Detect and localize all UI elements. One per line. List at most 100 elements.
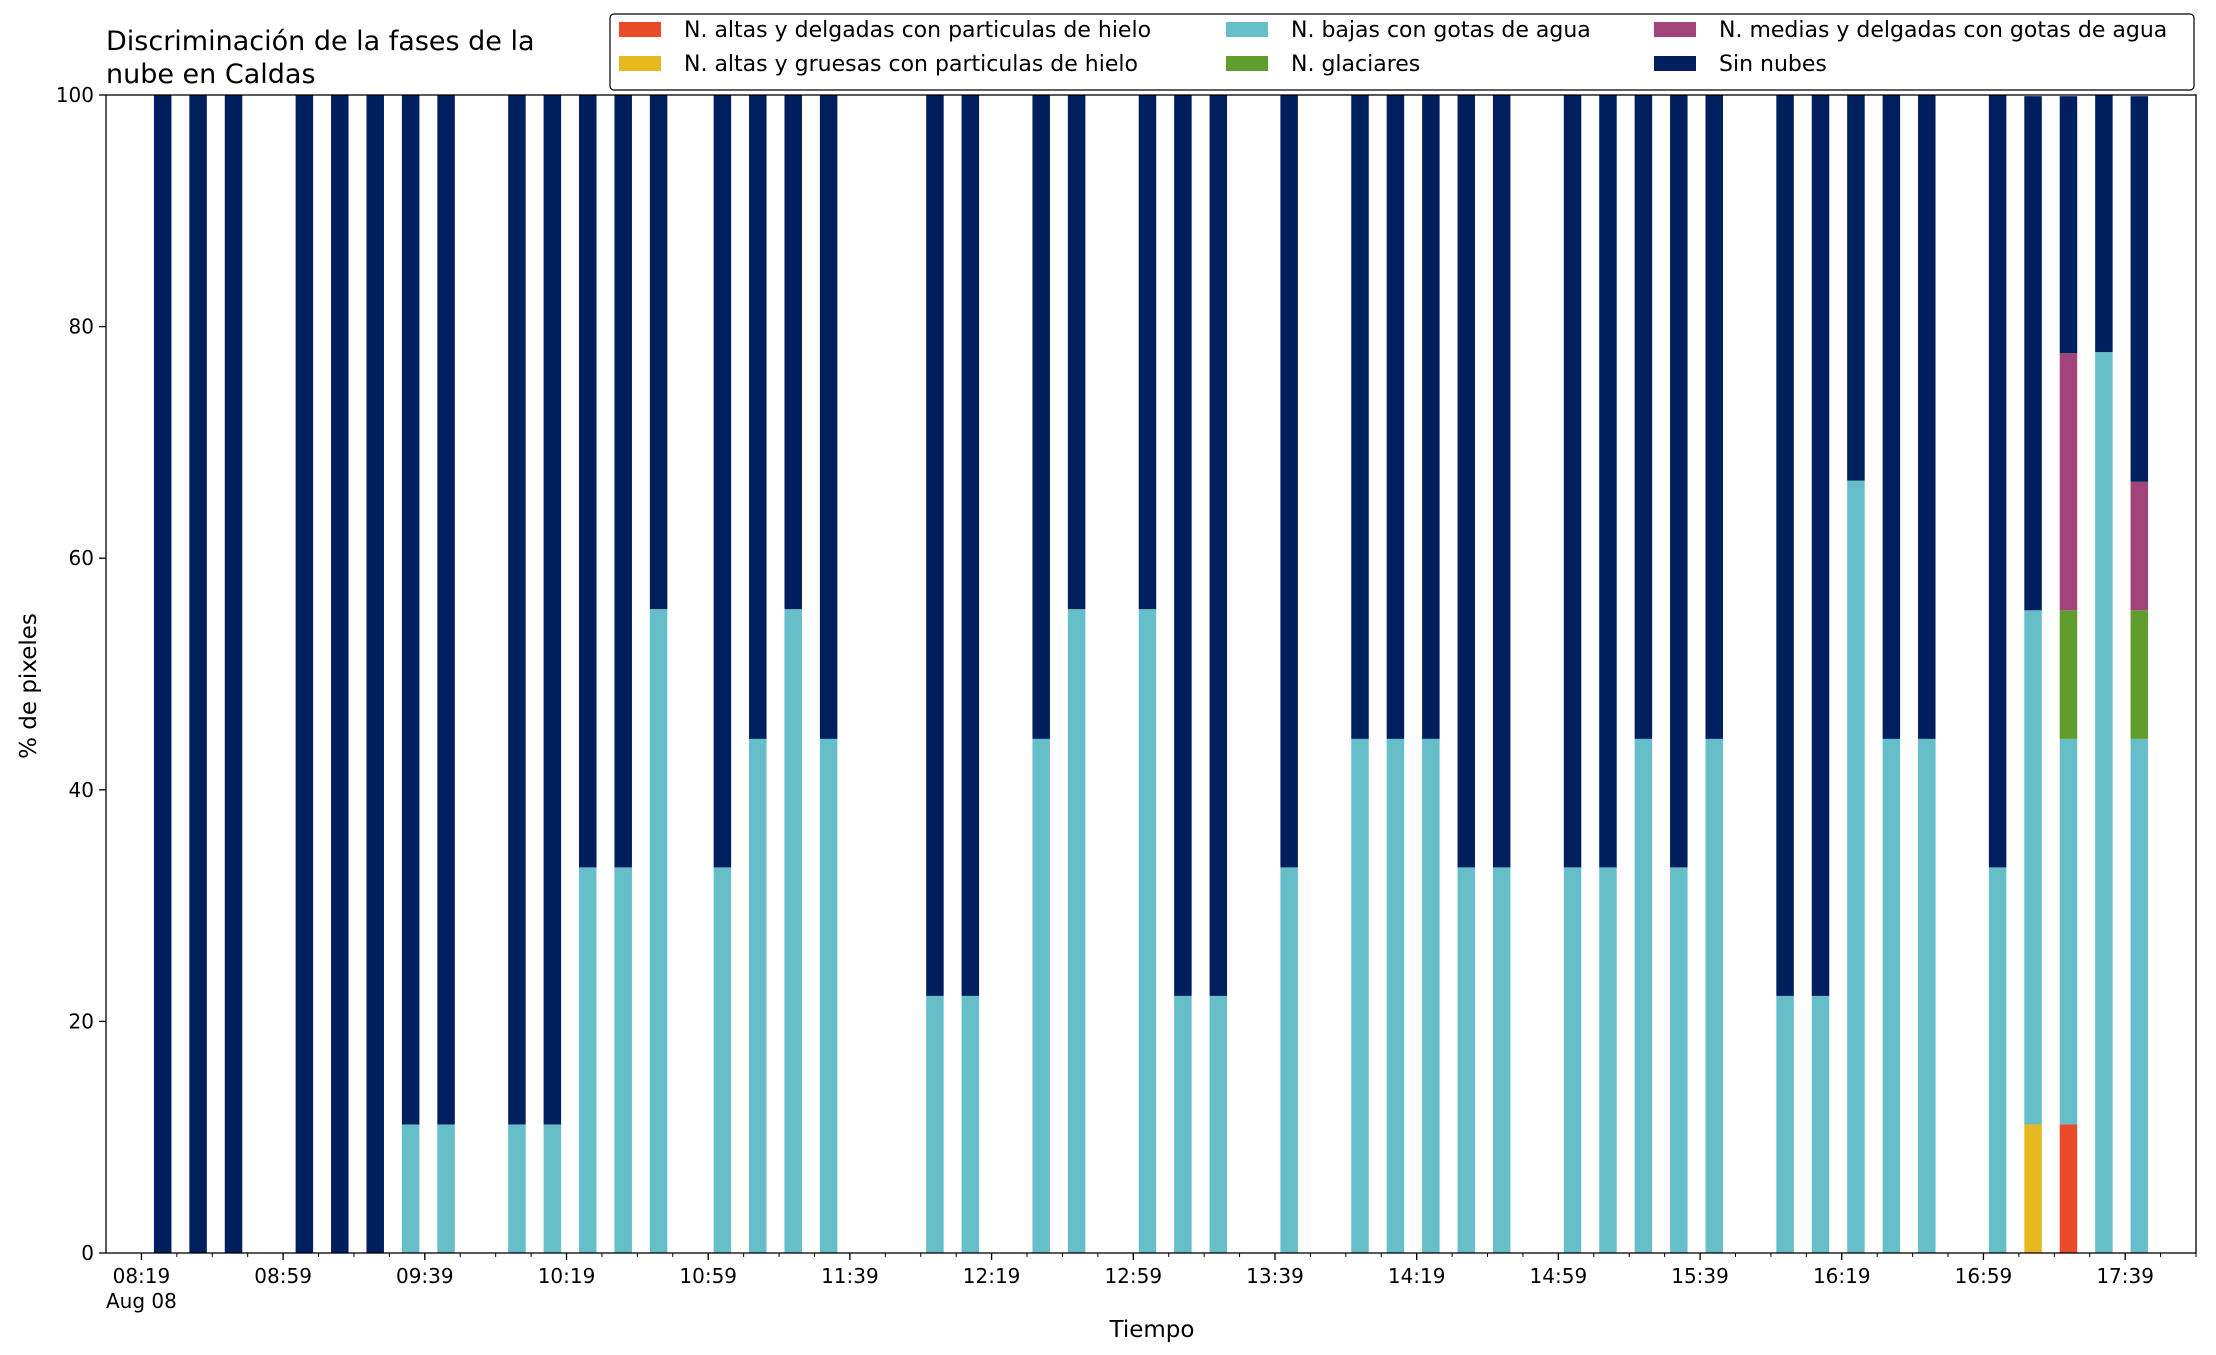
bar-segment — [2059, 1124, 2078, 1253]
bar-segment — [1918, 738, 1936, 1253]
bar-segment — [1634, 738, 1653, 1253]
legend-label: N. bajas con gotas de agua — [1291, 18, 1591, 43]
y-tick-label: 100 — [56, 83, 94, 107]
bar-segment — [1138, 609, 1157, 1253]
bar-segment — [331, 95, 349, 1253]
bar-segment — [2024, 1124, 2042, 1253]
bar-segment — [1280, 867, 1298, 1253]
bar-segment — [2059, 353, 2078, 611]
bar-segment — [1067, 95, 1086, 610]
x-tick-label: 11:39 — [821, 1264, 879, 1288]
bar-segment — [224, 95, 243, 1253]
bar-segment — [1847, 95, 1865, 481]
bar-segment — [2130, 96, 2149, 482]
bar-segment — [1209, 995, 1228, 1253]
bar-segment — [1918, 95, 1936, 739]
bar-segment — [2024, 610, 2042, 1125]
bar-segment — [961, 95, 980, 996]
legend-swatch — [1226, 22, 1268, 37]
y-tick-label: 20 — [69, 1009, 94, 1033]
bar-segment — [1280, 95, 1298, 868]
bar-segment — [819, 95, 838, 739]
bar-segment — [1776, 95, 1794, 996]
bar-segment — [401, 95, 420, 1125]
legend-swatch — [1654, 56, 1696, 71]
bar-segment — [2024, 96, 2042, 611]
bar-segment — [1492, 95, 1511, 868]
bar-segment — [1882, 95, 1901, 739]
bar-segment — [366, 95, 384, 1253]
bar-segment — [1776, 995, 1794, 1253]
bar-segment — [1847, 480, 1865, 1253]
bar-segment — [1599, 95, 1617, 868]
bar-segment — [2059, 96, 2078, 354]
x-tick-label: 08:59 — [254, 1264, 312, 1288]
bar-segment — [1209, 95, 1228, 996]
y-tick-label: 60 — [69, 546, 94, 570]
y-tick-label: 40 — [69, 778, 94, 802]
bar-segment — [1457, 95, 1476, 868]
bar-segment — [1351, 738, 1369, 1253]
bar-segment — [614, 867, 632, 1253]
chart-title-line-2: nube en Caldas — [106, 59, 316, 90]
bar-segment — [926, 95, 944, 996]
bar-segment — [926, 995, 944, 1253]
x-tick-label: 13:39 — [1246, 1264, 1304, 1288]
bar-segment — [2130, 610, 2149, 739]
bar-segment — [543, 1124, 562, 1253]
x-date-label: Aug 08 — [106, 1289, 177, 1313]
bar-segment — [508, 1124, 526, 1253]
x-tick-label: 12:19 — [963, 1264, 1021, 1288]
bar-segment — [1422, 738, 1440, 1253]
legend-label: N. medias y delgadas con gotas de agua — [1719, 18, 2167, 43]
bar-segment — [1811, 995, 1830, 1253]
legend-box — [609, 13, 2195, 91]
bar-segment — [1563, 95, 1582, 868]
bar-segment — [1422, 95, 1440, 739]
legend-swatch — [1654, 22, 1696, 37]
bar-segment — [437, 1124, 455, 1253]
y-axis-label: % de pixeles — [16, 613, 42, 759]
legend-label: N. glaciares — [1291, 52, 1420, 77]
legend-label: N. altas y gruesas con particulas de hie… — [684, 52, 1138, 77]
bar-segment — [749, 95, 767, 739]
bar-segment — [579, 867, 597, 1253]
bar-segment — [1457, 867, 1476, 1253]
bar-segment — [1032, 95, 1050, 739]
x-tick-label: 16:59 — [1955, 1264, 2013, 1288]
x-tick-label: 15:39 — [1671, 1264, 1729, 1288]
bar-segment — [1705, 95, 1723, 739]
bar-segment — [649, 609, 668, 1253]
y-tick-label: 80 — [69, 315, 94, 339]
bar-segment — [1599, 867, 1617, 1253]
bar-segment — [1811, 95, 1830, 996]
bar-segment — [153, 95, 172, 1253]
bar-segment — [2059, 738, 2078, 1125]
x-tick-label: 09:39 — [396, 1264, 454, 1288]
bar-segment — [614, 95, 632, 868]
bar-segment — [579, 95, 597, 868]
bar-segment — [2095, 95, 2113, 353]
bar-segment — [1670, 867, 1688, 1253]
bar-segment — [1351, 95, 1369, 739]
bar-segment — [649, 95, 668, 610]
x-tick-label: 17:39 — [2096, 1264, 2154, 1288]
x-tick-label: 10:19 — [538, 1264, 596, 1288]
bar-segment — [437, 95, 455, 1125]
bar-segment — [1670, 95, 1688, 868]
bar-segment — [189, 95, 207, 1253]
y-tick-label: 0 — [81, 1241, 94, 1265]
bar-segment — [2130, 738, 2149, 1253]
bar-segment — [1386, 95, 1405, 739]
bar-segment — [713, 867, 732, 1253]
bar-segment — [508, 95, 526, 1125]
bar-segment — [1492, 867, 1511, 1253]
bar-segment — [2095, 352, 2113, 1254]
x-tick-label: 08:19 — [113, 1264, 171, 1288]
x-tick-label: 14:19 — [1388, 1264, 1446, 1288]
bars — [153, 95, 2149, 1254]
legend-swatch — [619, 22, 661, 37]
bar-segment — [1067, 609, 1086, 1253]
